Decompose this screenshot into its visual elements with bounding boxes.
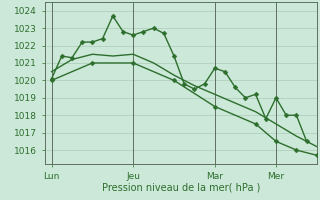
X-axis label: Pression niveau de la mer( hPa ): Pression niveau de la mer( hPa ) — [102, 182, 260, 192]
